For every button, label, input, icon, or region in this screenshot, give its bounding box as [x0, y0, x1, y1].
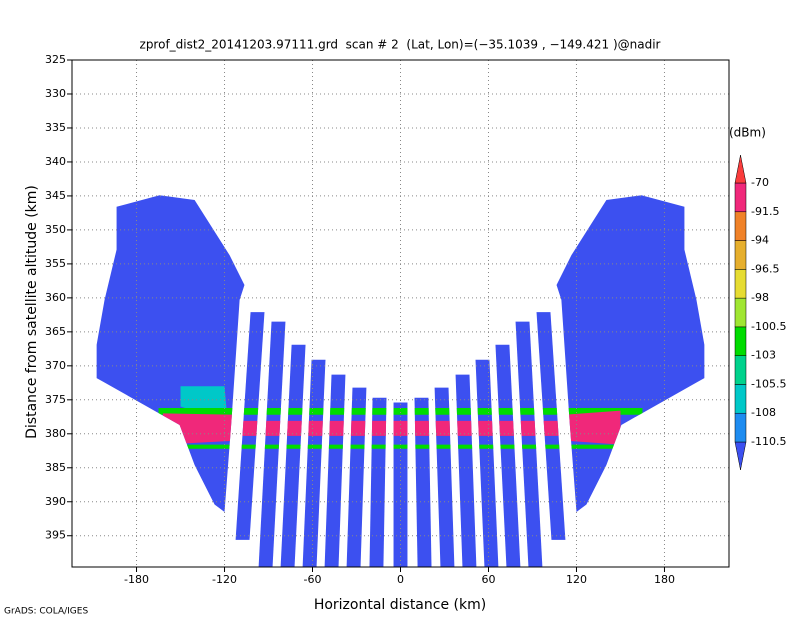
y-tick-label: 325: [45, 53, 66, 66]
x-tick-label: -120: [212, 573, 237, 586]
beam: [475, 359, 499, 567]
plot-area: [96, 195, 705, 567]
beam: [515, 321, 543, 567]
chart-title: zprof_dist2_20141203.97111.grd scan # 2 …: [140, 38, 661, 52]
colorbar-unit: (dBm): [729, 126, 766, 140]
beam: [495, 344, 521, 567]
colorbar-bin: [734, 326, 747, 356]
y-tick-label: 370: [45, 359, 66, 372]
colorbar-label: -108: [751, 406, 776, 419]
colorbar-bin: [734, 412, 747, 443]
y-tick-label: 395: [45, 529, 66, 542]
colorbar-bin: [734, 269, 747, 299]
colorbar-label: -70: [751, 176, 769, 189]
y-tick-label: 345: [45, 189, 66, 202]
plot-frame: [71, 59, 730, 568]
y-tick-label: 365: [45, 325, 66, 338]
y-tick-label: 335: [45, 121, 66, 134]
x-tick-label: -180: [124, 573, 149, 586]
x-tick-label: 180: [654, 573, 675, 586]
swath-region: [556, 195, 705, 512]
swath-region: [96, 195, 245, 512]
colorbar-label: -103: [751, 349, 776, 362]
colorbar-label: -100.5: [751, 320, 786, 333]
y-tick-label: 355: [45, 257, 66, 270]
colorbar-label: -94: [751, 234, 769, 247]
colorbar-label: -98: [751, 291, 769, 304]
x-axis-label: Horizontal distance (km): [314, 597, 486, 613]
x-tick-label: 120: [566, 573, 587, 586]
beam: [455, 374, 477, 567]
colorbar-low: [734, 441, 747, 471]
beam: [369, 397, 387, 567]
colorbar-bin: [734, 182, 747, 213]
surface-echo: [162, 413, 237, 445]
y-tick-label: 385: [45, 461, 66, 474]
colorbar-label: -110.5: [751, 435, 786, 448]
colorbar-bin: [734, 297, 747, 328]
beam: [302, 359, 326, 567]
colorbar-bin: [734, 240, 747, 270]
footer: GrADS: COLA/IGES: [4, 607, 88, 617]
colorbar-bin: [734, 355, 747, 385]
y-tick-label: 330: [45, 87, 66, 100]
x-tick-label: 0: [397, 573, 404, 586]
x-tick-label: 60: [481, 573, 495, 586]
x-tick-label: -60: [304, 573, 322, 586]
beam: [324, 374, 346, 567]
y-tick-label: 350: [45, 223, 66, 236]
colorbar-label: -96.5: [751, 262, 779, 275]
surface-echo: [564, 410, 621, 445]
y-axis-label: Distance from satellite altitude (km): [24, 185, 40, 439]
beam: [414, 397, 432, 567]
y-tick-label: 390: [45, 495, 66, 508]
colorbar-bin: [734, 384, 747, 414]
y-tick-label: 340: [45, 155, 66, 168]
colorbar-high: [734, 154, 747, 184]
colorbar-label: -91.5: [751, 205, 779, 218]
colorbar-label: -105.5: [751, 377, 786, 390]
beam: [258, 321, 286, 567]
y-tick-label: 360: [45, 291, 66, 304]
y-tick-label: 380: [45, 427, 66, 440]
surface-echo: [158, 407, 643, 415]
beam: [280, 344, 306, 567]
y-tick-label: 375: [45, 393, 66, 406]
colorbar-bin: [734, 211, 747, 241]
